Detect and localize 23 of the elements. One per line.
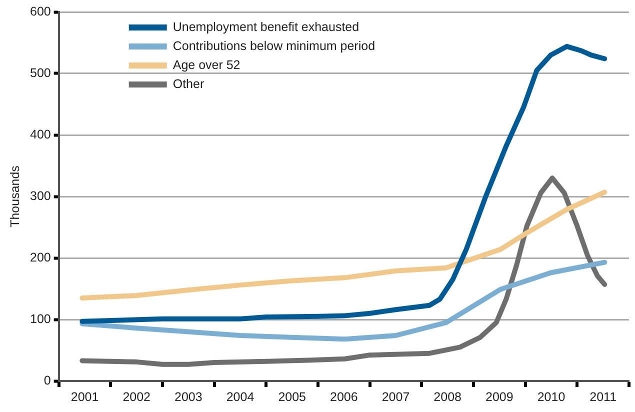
legend-label: Other [172, 76, 204, 91]
x-tick-label: 2010 [537, 390, 566, 404]
legend-label: Contributions below minimum period [172, 38, 376, 53]
x-tick-label: 2002 [122, 390, 151, 404]
y-tick-label: 100 [30, 312, 51, 326]
y-tick-label: 400 [30, 127, 51, 142]
x-tick-label: 2011 [590, 390, 617, 404]
x-tick-label: 2005 [278, 390, 306, 404]
y-tick-label: 500 [30, 66, 51, 80]
y-axis-title: Thousands [8, 166, 22, 228]
legend-label: Unemployment benefit exhausted [172, 20, 360, 34]
y-tick-label: 0 [44, 373, 51, 388]
x-tick-label: 2008 [434, 390, 462, 404]
x-tick-label: 2006 [330, 390, 358, 404]
y-tick-label: 200 [30, 250, 51, 264]
x-tick-label: 2004 [226, 390, 254, 404]
legend-label: Age over 52 [172, 58, 240, 72]
y-tick-label: 300 [30, 188, 51, 203]
x-tick-label: 2001 [70, 390, 99, 404]
x-tick-label: 2009 [486, 390, 514, 404]
y-tick-label: 600 [30, 4, 51, 18]
x-tick-label: 2003 [174, 390, 202, 404]
x-tick-label: 2007 [382, 390, 410, 404]
